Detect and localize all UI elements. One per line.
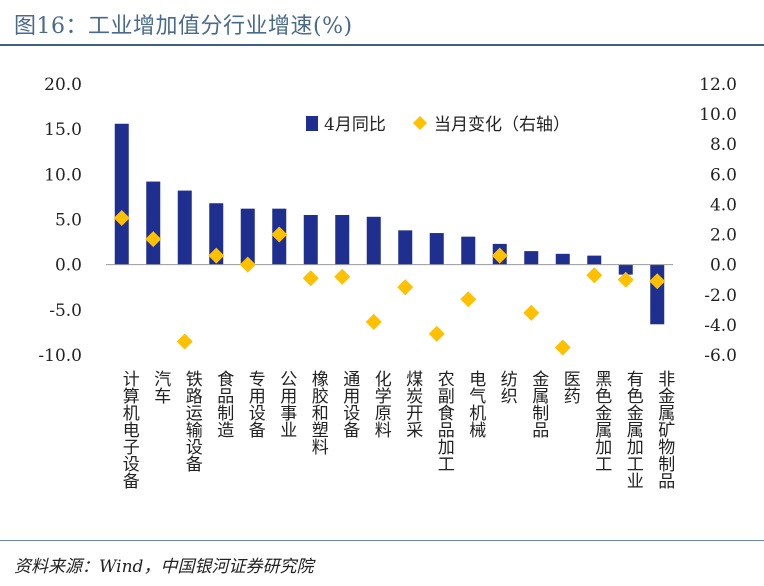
legend-marker-label: 当月变化（右轴） (434, 115, 570, 135)
marker-point (554, 339, 571, 356)
category-label: 黑色金属加工 (591, 370, 612, 472)
left-tick-label: 15.0 (44, 120, 82, 140)
legend-bar-swatch (306, 116, 318, 131)
category-label: 公用事业 (276, 370, 297, 438)
marker-point (365, 313, 382, 330)
category-label: 医药 (560, 370, 581, 405)
left-tick-label: -10.0 (38, 346, 82, 366)
category-label: 纺织 (497, 370, 518, 404)
bar (366, 216, 381, 265)
category-label: 煤炭开采 (402, 370, 423, 438)
category-labels: 计算机电子设备 汽车 铁路运输设备 食品制造 专用设备 公用事业 橡胶和塑料 通用设备 化学原料… (119, 370, 675, 489)
bar (555, 253, 570, 265)
category-label: 化学原料 (371, 370, 392, 438)
left-tick-label: -5.0 (49, 301, 82, 321)
bar (146, 181, 161, 265)
left-tick-label: 5.0 (55, 211, 82, 231)
marker-point (617, 271, 634, 288)
bar (303, 214, 318, 265)
marker-point (397, 279, 414, 296)
marker-point (428, 325, 445, 342)
right-tick-label: 12.0 (699, 75, 737, 95)
legend-marker-swatch (413, 116, 427, 130)
left-tick-label: 0.0 (55, 256, 82, 276)
marker-point (208, 247, 225, 264)
right-tick-label: 4.0 (710, 195, 737, 215)
marker-point (239, 256, 256, 273)
legend: 4月同比 当月变化（右轴） (306, 115, 570, 135)
bar (177, 190, 192, 265)
marker-point (271, 226, 288, 243)
right-tick-label: -4.0 (704, 316, 737, 336)
category-label: 有色金属加工业 (623, 370, 644, 489)
right-tick-label: 2.0 (710, 226, 737, 246)
bar (461, 236, 476, 265)
right-tick-label: 6.0 (710, 165, 737, 185)
marker-point (523, 304, 540, 321)
source-note: 资料来源：Wind，中国银河证券研究院 (14, 557, 314, 577)
bar (114, 123, 129, 265)
category-label: 专用设备 (245, 370, 266, 438)
category-label: 金属制品 (528, 370, 549, 438)
bar-series (114, 123, 665, 325)
footer-divider (0, 540, 764, 541)
bar-chart: -10.0 -5.0 0.0 5.0 10.0 15.0 20.0 -6.0 -4.0 -2.0… (38, 75, 737, 489)
category-label: 通用设备 (339, 370, 360, 438)
marker-series (113, 209, 666, 356)
category-label: 非金属矿物制品 (654, 370, 675, 489)
category-label: 橡胶和塑料 (308, 370, 329, 455)
bar (209, 203, 224, 265)
marker-point (460, 291, 477, 308)
bar (240, 208, 255, 265)
marker-point (491, 247, 508, 264)
left-tick-label: 10.0 (44, 165, 82, 185)
category-label: 计算机电子设备 (119, 370, 140, 489)
marker-point (334, 268, 351, 285)
right-tick-label: 0.0 (710, 256, 737, 276)
right-axis-ticks: -6.0 -4.0 -2.0 0.0 2.0 4.0 6.0 8.0 10.0 12.0 (699, 75, 737, 366)
right-tick-label: 10.0 (699, 105, 737, 125)
right-tick-label: -2.0 (704, 286, 737, 306)
bar (587, 255, 602, 265)
marker-point (113, 209, 130, 226)
bar (335, 214, 350, 265)
bar (398, 230, 413, 265)
marker-point (145, 231, 162, 248)
category-label: 食品制造 (213, 370, 234, 438)
right-tick-label: -6.0 (704, 346, 737, 366)
bar (429, 233, 444, 265)
left-axis-ticks: -10.0 -5.0 0.0 5.0 10.0 15.0 20.0 (38, 75, 82, 366)
category-label: 电气机械 (465, 370, 486, 438)
figure-title: 图16：工业增加值分行业增速(%) (14, 14, 353, 39)
left-tick-label: 20.0 (44, 75, 82, 95)
title-divider (0, 44, 764, 46)
marker-point (649, 273, 666, 290)
right-tick-label: 8.0 (710, 135, 737, 155)
marker-point (586, 267, 603, 284)
category-label: 铁路运输设备 (182, 370, 203, 472)
marker-point (176, 333, 193, 350)
marker-point (302, 270, 319, 287)
category-label: 农副食品加工 (434, 370, 455, 472)
bar (524, 251, 539, 265)
bar (618, 264, 633, 275)
category-label: 汽车 (150, 370, 171, 404)
legend-bar-label: 4月同比 (324, 115, 386, 135)
